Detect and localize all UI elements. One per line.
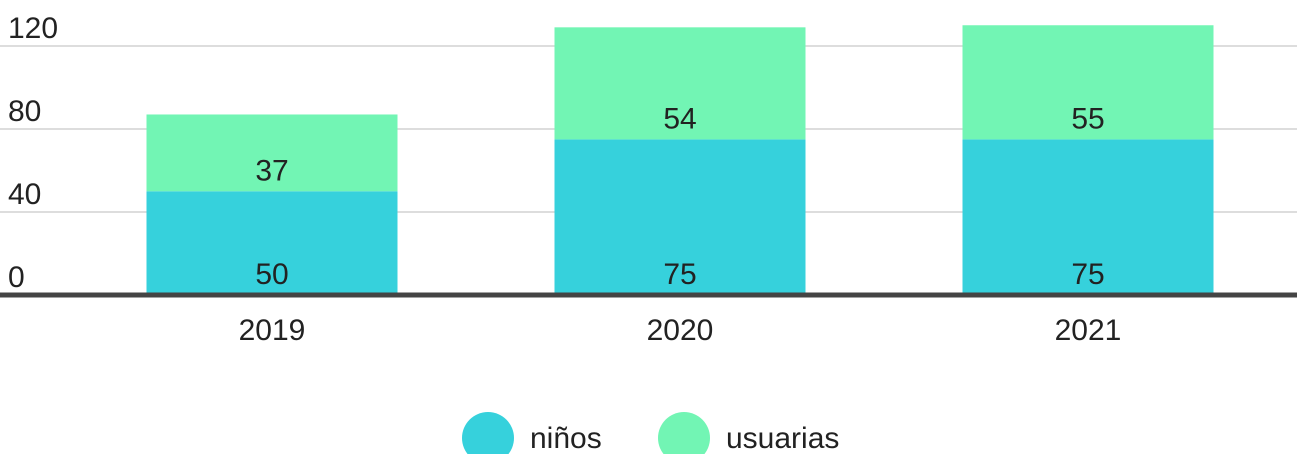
bar-segment — [962, 25, 1214, 140]
value-label: 55 — [1071, 102, 1104, 135]
legend-label: niños — [530, 422, 602, 454]
bar-segment — [554, 27, 806, 140]
x-tick-label: 2020 — [647, 314, 714, 347]
y-tick-label: 120 — [8, 12, 58, 45]
y-tick-label: 80 — [8, 95, 41, 128]
y-tick-label: 0 — [8, 261, 25, 294]
value-label: 75 — [663, 258, 696, 291]
legend-swatch — [658, 412, 710, 454]
y-tick-label: 40 — [8, 178, 41, 211]
bar-segment — [962, 139, 1214, 295]
value-label: 54 — [663, 102, 696, 135]
x-tick-label: 2021 — [1055, 314, 1122, 347]
bar-segment — [146, 114, 398, 192]
value-label: 50 — [255, 258, 288, 291]
legend-swatch — [462, 412, 514, 454]
x-tick-label: 2019 — [239, 314, 306, 347]
value-label: 37 — [255, 154, 288, 187]
bar-segment — [554, 139, 806, 295]
value-label: 75 — [1071, 258, 1104, 291]
bar-segment — [146, 191, 398, 295]
legend-label: usuarias — [726, 422, 839, 454]
